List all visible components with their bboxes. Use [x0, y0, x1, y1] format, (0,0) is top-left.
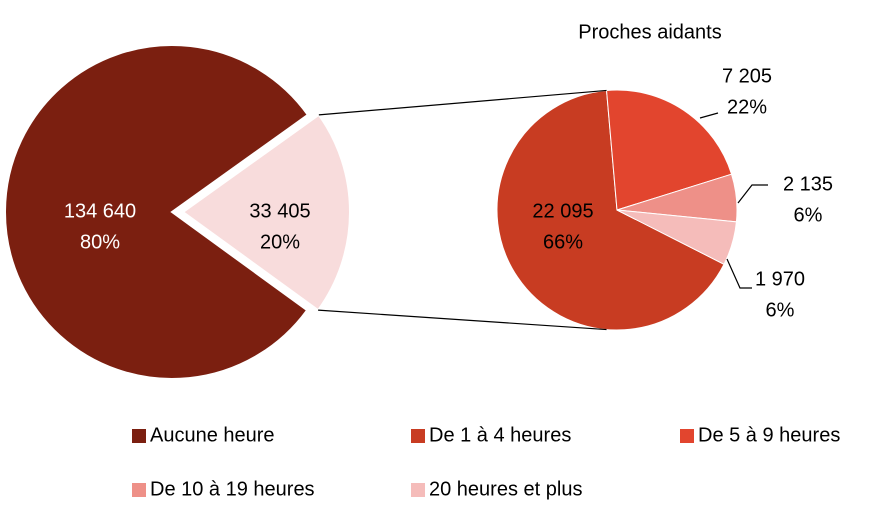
- legend-swatch: [132, 429, 146, 443]
- percent-label: 6%: [794, 204, 823, 226]
- value-label: 7 205: [722, 65, 772, 87]
- value-label: 1 970: [755, 268, 805, 290]
- percent-label: 66%: [543, 231, 583, 253]
- legend-swatch: [680, 429, 694, 443]
- pie-slice: [4, 44, 310, 380]
- percent-label: 22%: [727, 96, 767, 118]
- value-label: 22 095: [532, 200, 593, 222]
- leader-line: [726, 258, 752, 289]
- value-label: 134 640: [64, 200, 136, 222]
- leader-line: [737, 184, 768, 204]
- percent-label: 6%: [766, 299, 795, 321]
- legend-swatch: [411, 429, 425, 443]
- percent-label: 80%: [80, 231, 120, 253]
- legend-label: De 1 à 4 heures: [429, 424, 571, 446]
- value-label: 2 135: [783, 173, 833, 195]
- legend-label: Aucune heure: [150, 424, 275, 446]
- connector-line: [318, 309, 607, 331]
- percent-label: 20%: [260, 231, 300, 253]
- value-label: 33 405: [249, 200, 310, 222]
- leader-line: [699, 112, 719, 119]
- pie-slice: [605, 89, 733, 211]
- legend-swatch: [411, 483, 425, 497]
- connector-line: [318, 89, 607, 116]
- legend-label: De 5 à 9 heures: [698, 424, 840, 446]
- legend-label: 20 heures et plus: [429, 478, 582, 500]
- sub-pie-title: Proches aidants: [578, 21, 721, 43]
- legend-swatch: [132, 483, 146, 497]
- pie-slice: [181, 113, 351, 312]
- pie-slice: [496, 89, 725, 331]
- legend-label: De 10 à 19 heures: [150, 478, 315, 500]
- pie-slice: [616, 209, 737, 265]
